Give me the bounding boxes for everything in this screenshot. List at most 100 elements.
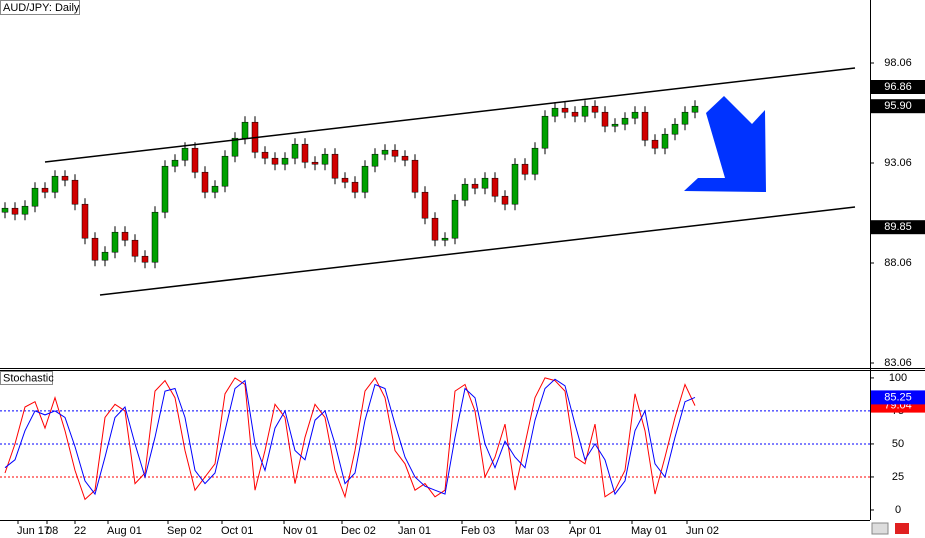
candle-body: [161, 165, 169, 213]
y-tick-label: 0: [895, 504, 901, 516]
panel-title: Stochastic: [3, 372, 54, 384]
candle-body: [131, 239, 139, 257]
y-tick-label: 93.06: [884, 157, 912, 169]
candle-body: [601, 111, 609, 127]
candle-body: [171, 159, 179, 167]
candle-body: [121, 231, 129, 241]
candle-body: [111, 231, 119, 253]
title-box: [0, 371, 53, 385]
candle-body: [61, 175, 69, 181]
x-tick-label: Sep 02: [167, 525, 202, 537]
x-tick-label: 08: [46, 525, 58, 537]
candle-body: [541, 115, 549, 149]
candle-body: [561, 107, 569, 113]
candle-body: [231, 137, 239, 157]
candle-body: [521, 163, 529, 175]
candle-body: [201, 171, 209, 193]
candle-body: [321, 153, 329, 165]
stochastic-line: [4, 376, 696, 501]
candle-body: [71, 179, 79, 205]
price-label: 95.90: [884, 100, 912, 112]
value-label-box: [871, 390, 925, 405]
candle-body: [51, 175, 59, 193]
candle-body: [211, 185, 219, 193]
candle-body: [271, 157, 279, 165]
x-tick-label: Aug 01: [107, 525, 142, 537]
x-tick-label: Nov 01: [283, 525, 318, 537]
arrow: [684, 96, 766, 192]
candle-body: [91, 237, 99, 261]
trendline: [44, 67, 856, 163]
candle-body: [551, 107, 559, 117]
candle-body: [421, 191, 429, 219]
candle-body: [621, 117, 629, 125]
x-tick-label: Dec 02: [341, 525, 376, 537]
candle-body: [511, 163, 519, 205]
candle-body: [221, 155, 229, 187]
candle-body: [141, 255, 149, 263]
icon: [871, 522, 889, 535]
candle-body: [21, 205, 29, 215]
x-tick-label: May 01: [631, 525, 667, 537]
price-label-box: [871, 99, 925, 114]
y-tick-label: 50: [892, 438, 904, 450]
candle-body: [341, 177, 349, 183]
candle-body: [351, 181, 359, 193]
candle-body: [641, 111, 649, 141]
y-tick-label: 25: [892, 471, 904, 483]
x-tick-label: Oct 01: [221, 525, 253, 537]
x-tick-label: Jun 17: [17, 525, 50, 537]
candle-body: [281, 157, 289, 165]
candle-body: [381, 149, 389, 155]
candle-body: [361, 165, 369, 193]
candle-body: [191, 147, 199, 173]
candle-body: [671, 123, 679, 135]
chart-title: AUD/JPY: Daily: [3, 2, 80, 14]
candle-body: [241, 121, 249, 139]
candle-body: [611, 123, 619, 127]
y-tick-label: 98.06: [884, 57, 912, 69]
price-label-box: [871, 220, 925, 235]
candle-body: [371, 153, 379, 167]
x-tick-label: Jan 01: [398, 525, 431, 537]
candle-body: [261, 151, 269, 159]
candle-body: [441, 237, 449, 241]
x-tick-label: Apr 01: [569, 525, 601, 537]
candle-body: [401, 155, 409, 161]
candle-body: [491, 177, 499, 197]
candle-body: [431, 217, 439, 241]
candle-body: [571, 111, 579, 117]
candle-body: [591, 105, 599, 113]
candle-body: [11, 207, 19, 215]
y-tick-label: 100: [889, 372, 907, 384]
trendline: [99, 206, 856, 296]
candle-body: [531, 147, 539, 175]
candle-body: [31, 187, 39, 207]
x-tick-label: Feb 03: [461, 525, 495, 537]
value-label: 85.25: [884, 391, 912, 403]
candle-body: [501, 195, 509, 205]
candle-body: [181, 147, 189, 161]
candle-body: [301, 143, 309, 163]
candle-body: [461, 183, 469, 201]
x-tick-label: Mar 03: [515, 525, 549, 537]
candle-body: [291, 143, 299, 159]
candle-body: [151, 211, 159, 263]
stochastic-line: [4, 378, 696, 496]
candle-body: [331, 153, 339, 179]
price-label-box: [871, 80, 925, 94]
candle-body: [451, 199, 459, 239]
x-tick-label: Jun 02: [686, 525, 719, 537]
candle-body: [41, 187, 49, 193]
icon: [895, 523, 909, 534]
x-tick-label: 22: [74, 525, 86, 537]
candle-body: [481, 177, 489, 189]
price-label: 96.86: [884, 81, 912, 93]
y-tick-label: 83.06: [884, 357, 912, 369]
candle-body: [311, 161, 319, 165]
candle-body: [81, 203, 89, 239]
candle-body: [681, 111, 689, 125]
